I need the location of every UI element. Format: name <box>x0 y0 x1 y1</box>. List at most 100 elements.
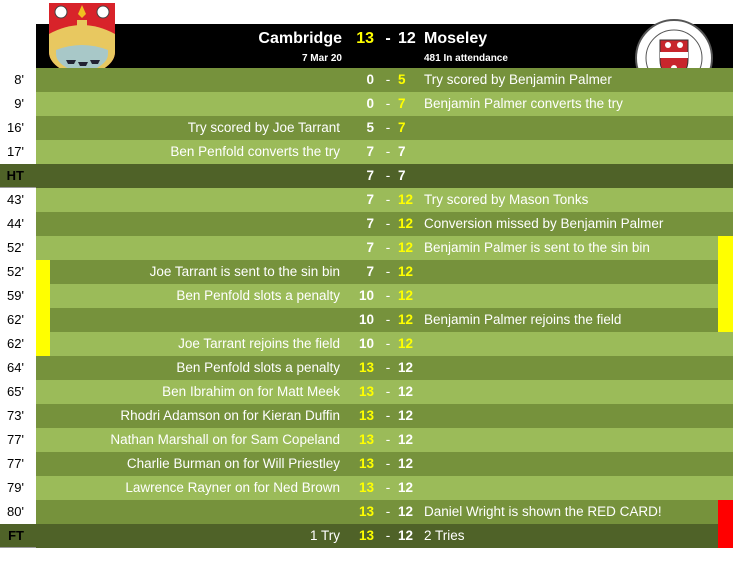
event-minute: 77' <box>0 428 36 452</box>
home-event-text: Ben Penfold slots a penalty <box>176 360 340 375</box>
event-minute: 44' <box>0 212 36 236</box>
score-separator: - <box>385 408 391 423</box>
away-event-text: Daniel Wright is shown the RED CARD! <box>424 504 662 519</box>
event-band: 0 - 7 Benjamin Palmer converts the try <box>36 92 733 116</box>
away-score: 12 <box>398 504 414 519</box>
home-score: 10 <box>358 312 374 327</box>
event-minute: 79' <box>0 476 36 500</box>
timeline-row: 77' Nathan Marshall on for Sam Copeland … <box>0 428 749 452</box>
timeline-row: 9' 0 - 7 Benjamin Palmer converts the tr… <box>0 92 749 116</box>
timeline-row: 43' 7 - 12 Try scored by Mason Tonks <box>0 188 749 212</box>
score-separator: - <box>385 480 391 495</box>
away-score: 12 <box>398 528 414 543</box>
timeline-row: 52' Joe Tarrant is sent to the sin bin 7… <box>0 260 749 284</box>
away-red-card-indicator <box>718 524 733 548</box>
event-minute: 73' <box>0 404 36 428</box>
event-band: 7 - 7 <box>36 164 733 188</box>
home-score: 10 <box>358 288 374 303</box>
home-team-name: Cambridge <box>258 30 342 47</box>
cambridge-crest-logo <box>49 3 115 78</box>
event-band: 7 - 12 Try scored by Mason Tonks <box>36 188 733 212</box>
home-score: 5 <box>366 120 374 135</box>
away-score: 12 <box>398 288 414 303</box>
event-band: Joe Tarrant is sent to the sin bin 7 - 1… <box>36 260 733 284</box>
score-separator: - <box>385 168 391 183</box>
event-minute: 64' <box>0 356 36 380</box>
event-band: 1 Try 13 - 12 2 Tries <box>36 524 733 548</box>
home-score: 13 <box>358 528 374 543</box>
home-yellow-card-indicator <box>36 260 50 284</box>
score-separator: - <box>385 360 391 375</box>
home-score: 13 <box>358 504 374 519</box>
away-team-name: Moseley <box>424 30 488 47</box>
score-separator: - <box>385 288 391 303</box>
timeline-row: 79' Lawrence Rayner on for Ned Brown 13 … <box>0 476 749 500</box>
home-event-text: Rhodri Adamson on for Kieran Duffin <box>120 408 340 423</box>
event-band: Ben Penfold slots a penalty 13 - 12 <box>36 356 733 380</box>
away-final-score: 12 <box>398 30 416 47</box>
timeline-row: 17' Ben Penfold converts the try 7 - 7 <box>0 140 749 164</box>
score-separator: - <box>385 216 391 231</box>
away-event-text: Benjamin Palmer converts the try <box>424 96 623 111</box>
event-band: 7 - 12 Benjamin Palmer is sent to the si… <box>36 236 733 260</box>
home-event-text: Joe Tarrant rejoins the field <box>178 336 340 351</box>
score-separator: - <box>385 144 391 159</box>
event-band: Rhodri Adamson on for Kieran Duffin 13 -… <box>36 404 733 428</box>
event-minute: 8' <box>0 68 36 92</box>
score-separator: - <box>385 96 391 111</box>
event-band: Lawrence Rayner on for Ned Brown 13 - 12 <box>36 476 733 500</box>
timeline-row: 80' 13 - 12 Daniel Wright is shown the R… <box>0 500 749 524</box>
timeline-row: 44' 7 - 12 Conversion missed by Benjamin… <box>0 212 749 236</box>
away-score: 12 <box>398 240 414 255</box>
event-minute: 43' <box>0 188 36 212</box>
away-score: 12 <box>398 408 414 423</box>
timeline-row: 65' Ben Ibrahim on for Matt Meek 13 - 12 <box>0 380 749 404</box>
score-separator: - <box>385 72 391 87</box>
timeline-row: 62' 10 - 12 Benjamin Palmer rejoins the … <box>0 308 749 332</box>
event-minute: 80' <box>0 500 36 524</box>
home-score: 13 <box>358 480 374 495</box>
score-separator: - <box>385 336 391 351</box>
home-score: 13 <box>358 408 374 423</box>
home-score: 7 <box>366 216 374 231</box>
match-timeline: 8' 0 - 5 Try scored by Benjamin Palmer 9… <box>0 68 749 548</box>
match-header: Cambridge 13 - 12 Moseley 7 Mar 20 481 I… <box>36 24 733 68</box>
event-minute: 52' <box>0 260 36 284</box>
home-score: 7 <box>366 240 374 255</box>
attendance: 481 In attendance <box>424 53 508 64</box>
away-score: 12 <box>398 216 414 231</box>
away-yellow-card-indicator <box>718 236 733 260</box>
event-minute: 9' <box>0 92 36 116</box>
event-band: Ben Penfold converts the try 7 - 7 <box>36 140 733 164</box>
home-event-text: Lawrence Rayner on for Ned Brown <box>125 480 340 495</box>
home-event-text: Joe Tarrant is sent to the sin bin <box>149 264 340 279</box>
score-separator: - <box>385 456 391 471</box>
timeline-row: 59' Ben Penfold slots a penalty 10 - 12 <box>0 284 749 308</box>
score-separator: - <box>385 432 391 447</box>
home-score: 7 <box>366 144 374 159</box>
home-event-text: Try scored by Joe Tarrant <box>187 120 340 135</box>
event-band: 0 - 5 Try scored by Benjamin Palmer <box>36 68 733 92</box>
event-minute: 62' <box>0 308 36 332</box>
away-red-card-indicator <box>718 500 733 524</box>
home-final-score: 13 <box>356 30 374 47</box>
away-event-text: Conversion missed by Benjamin Palmer <box>424 216 664 231</box>
away-event-text: Try scored by Benjamin Palmer <box>424 72 612 87</box>
score-separator: - <box>385 240 391 255</box>
timeline-row: 73' Rhodri Adamson on for Kieran Duffin … <box>0 404 749 428</box>
away-yellow-card-indicator <box>718 284 733 308</box>
away-score: 7 <box>398 120 406 135</box>
home-score: 0 <box>366 72 374 87</box>
timeline-row: 52' 7 - 12 Benjamin Palmer is sent to th… <box>0 236 749 260</box>
home-score: 10 <box>358 336 374 351</box>
score-separator: - <box>385 192 391 207</box>
away-score: 12 <box>398 480 414 495</box>
score-separator: - <box>385 120 391 135</box>
away-yellow-card-indicator <box>718 308 733 332</box>
event-band: 10 - 12 Benjamin Palmer rejoins the fiel… <box>36 308 733 332</box>
away-score: 12 <box>398 360 414 375</box>
event-band: Ben Ibrahim on for Matt Meek 13 - 12 <box>36 380 733 404</box>
home-yellow-card-indicator <box>36 284 50 308</box>
event-band: Charlie Burman on for Will Priestley 13 … <box>36 452 733 476</box>
event-band: 7 - 12 Conversion missed by Benjamin Pal… <box>36 212 733 236</box>
